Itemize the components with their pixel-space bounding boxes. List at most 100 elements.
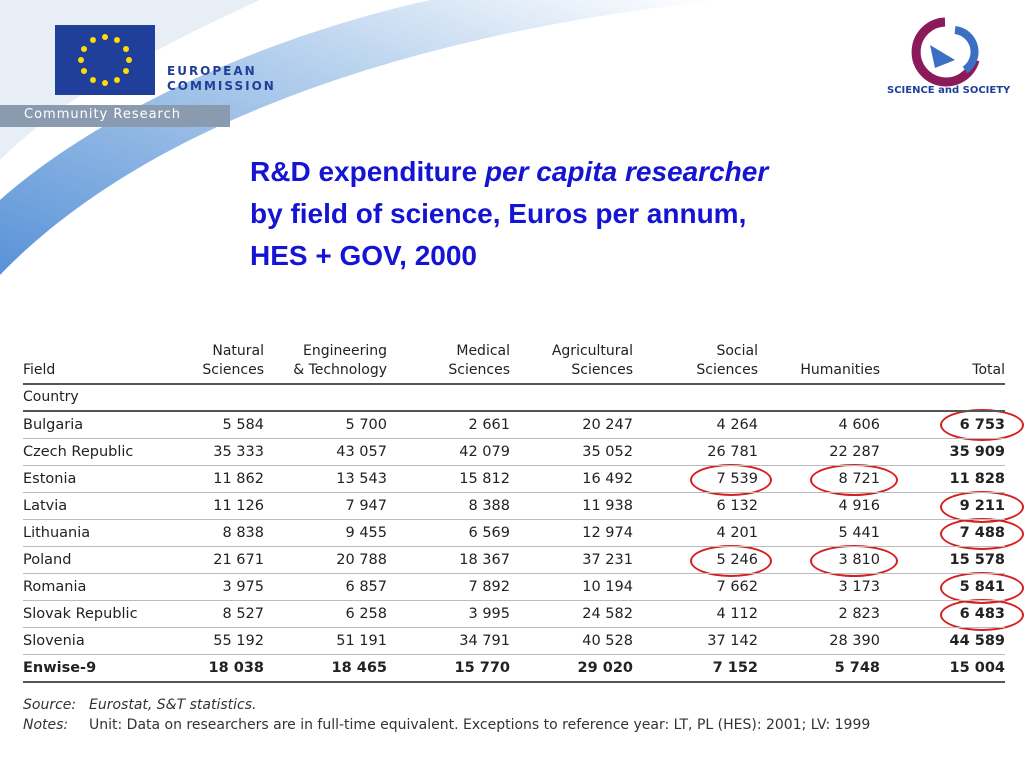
cell: 8 838	[222, 525, 264, 541]
cell: 9 455	[345, 525, 387, 541]
rule	[23, 681, 1005, 683]
column-header: Sciences	[202, 362, 264, 378]
cell: 24 582	[582, 606, 633, 622]
rule	[23, 492, 1005, 493]
cell: 6 483	[959, 606, 1005, 622]
cell: 55 192	[213, 633, 264, 649]
note-label: Source:	[23, 697, 77, 713]
cell: 6 753	[959, 417, 1005, 433]
column-header: Field	[23, 362, 56, 378]
title-line: by field of science, Euros per annum,	[250, 198, 747, 229]
cell: 5 748	[834, 660, 880, 676]
cell: 18 038	[208, 660, 265, 676]
rule	[23, 573, 1005, 574]
cell: 37 231	[582, 552, 633, 568]
rule	[23, 465, 1005, 466]
cell: 4 606	[838, 417, 880, 433]
cell: 5 441	[838, 525, 880, 541]
title-line: HES + GOV, 2000	[250, 240, 477, 271]
cell: 6 857	[345, 579, 387, 595]
cell: 44 589	[949, 633, 1006, 649]
cell: 9 211	[959, 498, 1005, 514]
cell: 7 947	[345, 498, 387, 514]
cell: 2 823	[838, 606, 880, 622]
cell: 3 173	[838, 579, 880, 595]
cell: 26 781	[707, 444, 758, 460]
cell: 7 539	[716, 471, 758, 487]
cell: 42 079	[459, 444, 510, 460]
rule	[23, 438, 1005, 439]
title-text: R&D expenditure	[250, 156, 478, 187]
cell: 3 975	[222, 579, 264, 595]
cell: 22 287	[829, 444, 880, 460]
note-label: Notes:	[23, 717, 69, 733]
column-header: Engineering	[303, 343, 387, 359]
org-line: COMMISSION	[167, 79, 276, 93]
org-unit: Community Research	[24, 107, 182, 122]
cell: 2 661	[468, 417, 510, 433]
cell: 21 671	[213, 552, 264, 568]
cell: 35 909	[949, 444, 1006, 460]
cell: 4 112	[716, 606, 758, 622]
row-label: Czech Republic	[23, 444, 134, 460]
cell: 8 721	[838, 471, 880, 487]
column-header: Agricultural	[551, 343, 633, 359]
rule	[23, 600, 1005, 601]
row-label: Slovak Republic	[23, 606, 138, 622]
column-header: Sciences	[696, 362, 758, 378]
title-italic: per capita researcher	[484, 156, 769, 187]
cell: 15 578	[949, 552, 1006, 568]
cell: 29 020	[577, 660, 634, 676]
cell: 43 057	[336, 444, 387, 460]
cell: 7 152	[712, 660, 758, 676]
column-header: Sciences	[571, 362, 633, 378]
cell: 40 528	[582, 633, 633, 649]
row-label: Bulgaria	[23, 417, 84, 433]
cell: 5 700	[345, 417, 387, 433]
cell: 28 390	[829, 633, 880, 649]
rule	[23, 627, 1005, 628]
background-swoosh	[0, 0, 980, 275]
row-label: Romania	[23, 579, 87, 595]
cell: 18 367	[459, 552, 510, 568]
cell: 4 916	[838, 498, 880, 514]
cell: 6 258	[345, 606, 387, 622]
cell: 13 543	[336, 471, 387, 487]
cell: 3 810	[838, 552, 880, 568]
row-label: Slovenia	[23, 633, 85, 649]
section-label: Country	[23, 389, 79, 405]
row-label: Poland	[23, 552, 72, 568]
cell: 4 201	[716, 525, 758, 541]
note-text: Eurostat, S&T statistics.	[89, 697, 257, 713]
cell: 3 995	[468, 606, 510, 622]
cell: 20 788	[336, 552, 387, 568]
column-header: Social	[716, 343, 758, 359]
rule	[23, 383, 1005, 385]
cell: 5 246	[716, 552, 758, 568]
cell: 16 492	[582, 471, 633, 487]
cell: 10 194	[582, 579, 633, 595]
row-label: Enwise-9	[23, 660, 97, 676]
cell: 51 191	[336, 633, 387, 649]
cell: 20 247	[582, 417, 633, 433]
cell: 6 132	[716, 498, 758, 514]
cell: 11 938	[582, 498, 633, 514]
column-header: Humanities	[800, 362, 880, 378]
title-line: R&D expenditure per capita researcher	[250, 156, 768, 188]
cell: 5 584	[222, 417, 264, 433]
rule	[23, 546, 1005, 547]
cell: 7 662	[716, 579, 758, 595]
partner-logo-text: SCIENCE and SOCIETY	[887, 85, 1011, 96]
cell: 7 892	[468, 579, 510, 595]
org-name: EUROPEAN COMMISSION	[167, 64, 276, 94]
note-text: Unit: Data on researchers are in full-ti…	[89, 717, 871, 733]
rule	[23, 654, 1005, 655]
cell: 15 004	[949, 660, 1006, 676]
cell: 35 333	[213, 444, 264, 460]
cell: 7 488	[959, 525, 1005, 541]
cell: 35 052	[582, 444, 633, 460]
cell: 8 388	[468, 498, 510, 514]
column-header: Natural	[212, 343, 264, 359]
cell: 15 812	[459, 471, 510, 487]
